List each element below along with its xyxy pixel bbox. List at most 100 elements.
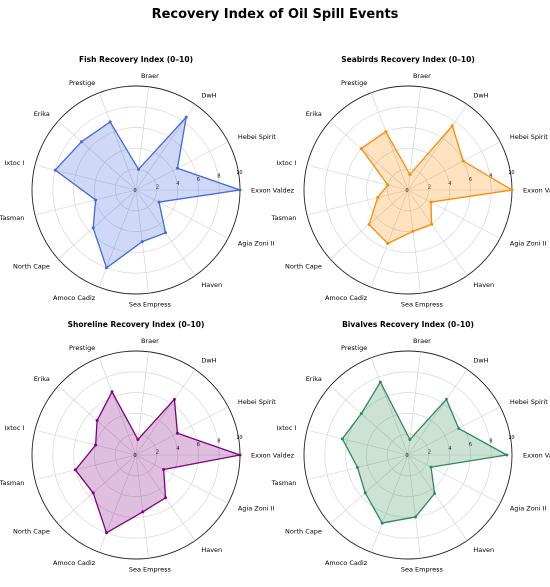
data-point-erika (359, 412, 363, 416)
grid-spoke (135, 141, 229, 191)
grid-spoke (135, 351, 149, 456)
radial-tick-label: 10 (508, 170, 514, 176)
data-area (54, 116, 241, 269)
category-label-amoco-cadiz: Amoco Cadiz (325, 294, 368, 302)
category-label-amoco-cadiz: Amoco Cadiz (53, 294, 96, 302)
category-label-hebei-spirit: Hebei Spirit (238, 133, 276, 141)
category-label-tasman: Tasman (271, 479, 297, 487)
grid-spoke (57, 120, 137, 191)
grid-spoke (57, 454, 137, 525)
data-point-sea-empress (411, 229, 415, 233)
data-area (74, 391, 241, 534)
panel-title: Shoreline Recovery Index (0–10) (68, 320, 205, 329)
data-point-prestige (110, 390, 114, 394)
data-point-amoco-cadiz (104, 531, 108, 535)
radial-tick-label: 4 (448, 446, 451, 452)
grid-spoke (407, 189, 421, 294)
panel-title: Seabirds Recovery Index (0–10) (341, 55, 475, 64)
grid-spoke (407, 454, 468, 541)
category-label-sea-empress: Sea Empress (401, 300, 444, 308)
data-point-dwh (450, 124, 454, 128)
grid-spoke (135, 189, 229, 239)
grid-spoke (34, 454, 137, 481)
data-point-tasman (94, 198, 98, 202)
data-point-tasman (376, 195, 380, 199)
radial-tick-label: 0 (405, 188, 408, 194)
data-point-hebei-spirit (175, 431, 179, 435)
category-label-amoco-cadiz: Amoco Cadiz (53, 559, 96, 567)
data-point-north-cape (363, 491, 367, 495)
data-point-haven (164, 496, 168, 500)
category-label-haven: Haven (473, 281, 494, 289)
grid-spoke (135, 406, 229, 456)
category-label-exxon-valdez: Exxon Valdez (523, 186, 550, 194)
category-label-erika: Erika (306, 110, 322, 118)
category-label-braer: Braer (413, 72, 431, 80)
grid-spoke (407, 454, 421, 559)
grid-spoke (306, 429, 409, 456)
category-label-erika: Erika (34, 375, 50, 383)
radial-tick-label: 2 (428, 184, 431, 190)
data-point-ixtoc-i (94, 443, 98, 447)
radial-tick-label: 0 (133, 453, 136, 459)
category-label-braer: Braer (141, 337, 159, 345)
radial-tick-label: 2 (156, 184, 159, 190)
category-label-ixtoc-i: Ixtoc I (4, 159, 24, 167)
grid-spoke (135, 369, 196, 456)
grid-spoke (98, 189, 137, 288)
grid-spoke (306, 189, 409, 216)
category-label-north-cape: North Cape (13, 528, 50, 536)
category-label-dwh: DwH (473, 357, 488, 365)
radar-panel-4: Bivalves Recovery Index (0–10) 0 2 4 6 8 10 Exx… (271, 320, 550, 573)
radial-tick-label: 10 (236, 435, 242, 441)
category-label-erika: Erika (306, 375, 322, 383)
radial-tick-label: 2 (428, 449, 431, 455)
data-area (341, 381, 508, 524)
grid-spoke (34, 429, 137, 456)
data-point-agia-zoni-ii (429, 465, 433, 469)
grid-spoke (407, 189, 501, 239)
radial-tick-label: 10 (508, 435, 514, 441)
category-label-exxon-valdez: Exxon Valdez (251, 186, 295, 194)
panel-title: Bivalves Recovery Index (0–10) (342, 320, 474, 329)
panel-title: Fish Recovery Index (0–10) (79, 55, 193, 64)
grid-spoke (407, 369, 468, 456)
grid-spoke (306, 164, 409, 191)
category-label-haven: Haven (201, 546, 222, 554)
grid-spoke (370, 357, 409, 456)
category-label-agia-zoni-ii: Agia Zoni II (510, 505, 547, 513)
grid-spoke (98, 92, 137, 191)
data-point-erika (95, 419, 99, 423)
data-point-sea-empress (141, 510, 145, 514)
grid-spoke (57, 189, 137, 260)
data-point-prestige (108, 120, 112, 124)
category-label-prestige: Prestige (69, 79, 95, 87)
data-point-north-cape (367, 222, 371, 226)
data-point-prestige (384, 130, 388, 134)
data-point-dwh (184, 115, 188, 119)
category-label-north-cape: North Cape (285, 528, 322, 536)
radial-tick-label: 4 (176, 446, 179, 452)
category-label-sea-empress: Sea Empress (401, 565, 444, 573)
data-point-haven (430, 222, 434, 226)
radial-tick-label: 4 (176, 181, 179, 187)
grid-spoke (407, 141, 501, 191)
grid-spoke (34, 164, 137, 191)
category-label-exxon-valdez: Exxon Valdez (251, 451, 295, 459)
category-label-dwh: DwH (201, 357, 216, 365)
data-point-braer (137, 167, 141, 171)
category-label-haven: Haven (473, 546, 494, 554)
data-point-exxon-valdez (505, 453, 509, 457)
grid-spoke (407, 104, 468, 191)
category-label-hebei-spirit: Hebei Spirit (238, 398, 276, 406)
category-label-tasman: Tasman (271, 214, 297, 222)
radial-tick-label: 6 (197, 177, 200, 183)
category-label-north-cape: North Cape (285, 263, 322, 271)
category-label-dwh: DwH (473, 92, 488, 100)
category-label-ixtoc-i: Ixtoc I (276, 159, 296, 167)
data-point-amoco-cadiz (380, 521, 384, 525)
data-point-north-cape (91, 226, 95, 230)
data-point-tasman (356, 465, 360, 469)
data-point-erika (359, 147, 363, 151)
